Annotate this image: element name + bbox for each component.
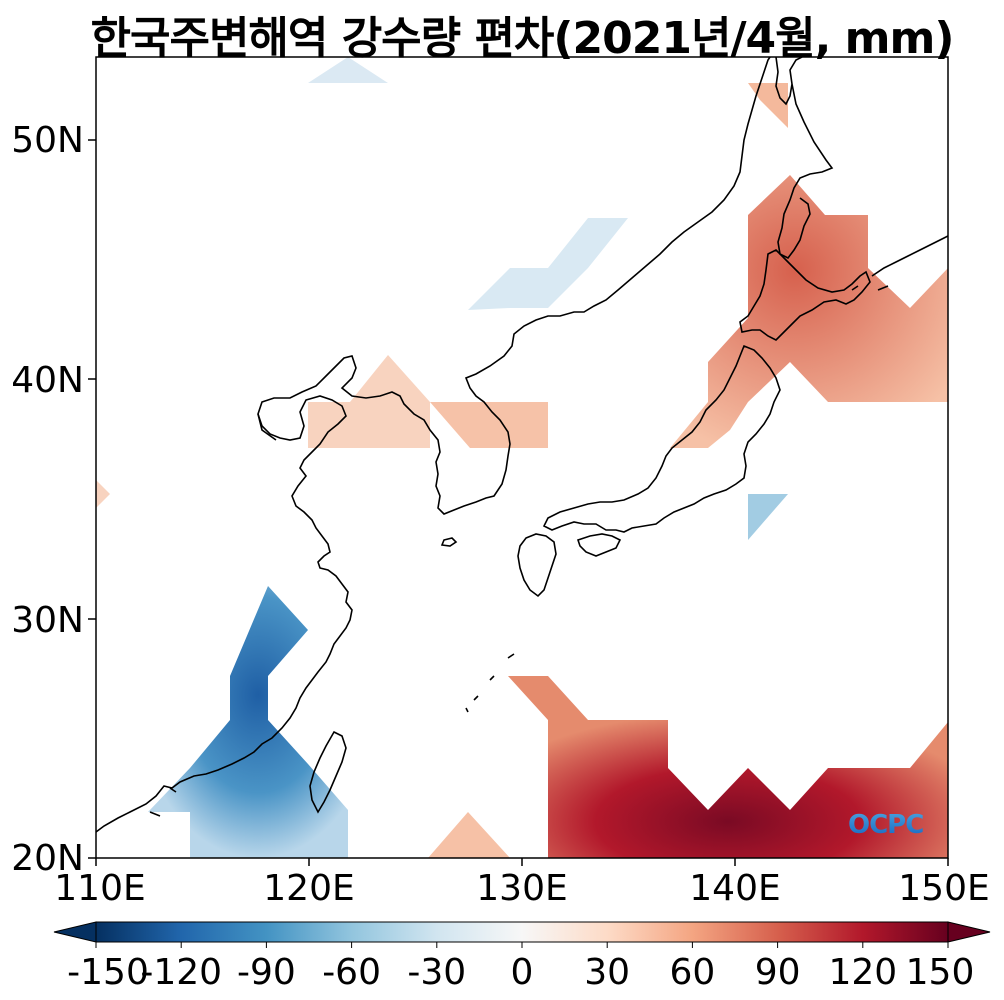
colorbar-label: -150	[67, 952, 149, 993]
colorbar-extend-high	[947, 921, 991, 943]
coastline-honshu	[542, 344, 781, 533]
coastline-jeju	[440, 537, 458, 547]
colorbar-label: 90	[755, 952, 801, 993]
coastline-kyushu	[517, 533, 557, 598]
x-tick-label-140e: 140E	[689, 868, 780, 909]
x-tick-label-130e: 130E	[476, 868, 567, 909]
anomaly-field	[96, 57, 948, 858]
colorbar-label: -60	[322, 952, 381, 993]
anomaly-patch-off-boso	[748, 494, 788, 540]
anomaly-patch-west-edge	[96, 480, 110, 508]
coastline-sakhalin	[775, 57, 834, 260]
coastline-shandong	[257, 413, 277, 441]
coastlines	[96, 57, 948, 833]
coastline-hokkaido	[739, 249, 871, 341]
colorbar-label: 60	[669, 952, 715, 993]
colorbar: -150-120 -90 -60 -30 0 30 60 90 120 150	[53, 921, 991, 993]
anomaly-patch-nw-pacific	[508, 676, 948, 858]
coastline-asia-mainland	[96, 57, 771, 833]
ocpc-logo: OCPC	[848, 810, 924, 840]
y-tick-label-30n: 30N	[11, 600, 84, 641]
y-tick-label-20n: 20N	[11, 838, 84, 879]
anomaly-patch-north-edge	[308, 57, 388, 83]
colorbar-label: -120	[140, 952, 222, 993]
x-tick-label-150e: 150E	[898, 868, 989, 909]
colorbar-extend-low	[53, 921, 97, 943]
colorbar-label: -90	[237, 952, 296, 993]
anomaly-patch-east-sea-korea	[430, 402, 548, 448]
anomaly-patch-south-china	[148, 586, 348, 858]
anomaly-patch-east-china-sea-south	[428, 812, 510, 858]
colorbar-label: 30	[584, 952, 630, 993]
x-tick-label-110e: 110E	[54, 868, 145, 909]
coastline-south-china-islands	[149, 787, 177, 817]
colorbar-label: 120	[828, 952, 897, 993]
x-tick-label-120e: 120E	[263, 868, 354, 909]
coastline-taiwan	[309, 730, 347, 814]
map-title: 한국주변해역 강수량 편차(2021년/4월, mm)	[90, 13, 955, 64]
y-tick-label-50n: 50N	[11, 120, 84, 161]
coastline-kurils	[871, 235, 948, 277]
colorbar-label: -30	[407, 952, 466, 993]
y-tick-label-40n: 40N	[11, 360, 84, 401]
anomaly-patch-manchuria	[468, 218, 628, 310]
coastline-ryukyu	[465, 653, 515, 713]
x-axis	[95, 858, 949, 866]
colorbar-bar	[95, 921, 949, 943]
colorbar-label: 0	[511, 952, 534, 993]
colorbar-label: 150	[906, 952, 975, 993]
y-axis	[88, 139, 96, 859]
colorbar-labels: -150-120 -90 -60 -30 0 30 60 90 120 150	[67, 942, 974, 993]
anomaly-patch-yellow-sea-north	[308, 355, 430, 448]
coastline-iturup	[851, 285, 889, 291]
coastline-shikoku	[576, 533, 622, 557]
